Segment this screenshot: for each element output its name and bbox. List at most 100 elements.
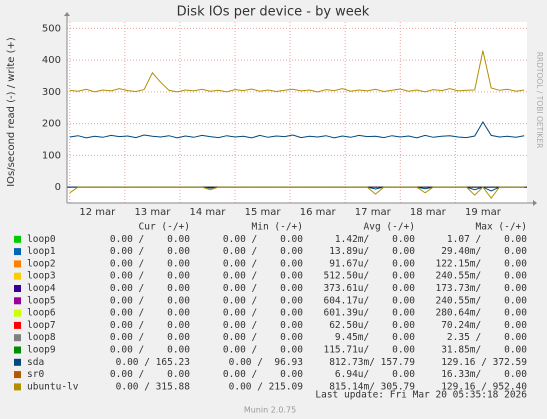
x-tick-label: 13 mar: [134, 207, 171, 218]
legend-name: loop6: [27, 308, 56, 319]
legend-value: 812.73m/ 157.79: [329, 357, 415, 368]
legend-value: 0.00 / 0.00: [223, 308, 303, 319]
legend-value: 280.64m/ 0.00: [435, 308, 527, 319]
legend-value: 0.00 / 215.09: [229, 381, 304, 392]
legend-value: 512.50u/ 0.00: [323, 271, 415, 282]
legend-value: 0.00 / 0.00: [223, 258, 303, 269]
x-tick-label: 14 mar: [190, 207, 227, 218]
legend-value: 0.00 / 0.00: [110, 271, 190, 282]
legend-value: 31.85m/ 0.00: [441, 345, 527, 356]
legend-value: 62.50u/ 0.00: [329, 320, 415, 331]
footer: Munin 2.0.75: [244, 406, 296, 415]
legend-value: 0.00 / 315.88: [116, 381, 191, 392]
legend-value: 9.45m/ 0.00: [335, 332, 415, 343]
legend-name: loop7: [27, 320, 56, 331]
y-tick-label: 200: [42, 119, 61, 130]
legend-swatch: [14, 321, 21, 329]
legend-value: 0.00 / 0.00: [110, 283, 190, 294]
legend-header: Min (-/+): [252, 222, 303, 233]
legend-value: 0.00 / 0.00: [110, 332, 190, 343]
legend-name: loop3: [27, 271, 56, 282]
write-line: [69, 121, 525, 139]
legend-name: loop4: [27, 283, 56, 294]
legend-value: 0.00 / 0.00: [110, 345, 190, 356]
legend-value: 91.67u/ 0.00: [329, 258, 415, 269]
plot-area: [67, 22, 527, 203]
legend-value: 601.39u/ 0.00: [323, 308, 415, 319]
legend-swatch: [14, 285, 21, 292]
y-tick-label: 500: [42, 23, 61, 34]
legend-swatch: [14, 358, 21, 366]
x-tick-label: 17 mar: [355, 207, 392, 218]
x-tick-label: 19 mar: [465, 207, 502, 218]
y-tick-label: 100: [42, 150, 61, 161]
legend-value: 115.71u/ 0.00: [323, 345, 415, 356]
legend-swatch: [14, 334, 21, 342]
x-tick-label: 18 mar: [410, 207, 447, 218]
legend-value: 0.00 / 0.00: [223, 234, 303, 245]
legend-value: 0.00 / 0.00: [223, 369, 303, 380]
legend-value: 0.00 / 0.00: [223, 332, 303, 343]
legend-name: loop9: [27, 345, 56, 356]
read-line: [69, 186, 525, 200]
legend-value: 0.00 / 165.23: [116, 357, 190, 368]
watermark: RRDTOOL / TOBI OETIKER: [535, 52, 544, 149]
legend-name: loop0: [27, 234, 56, 245]
legend-name: loop5: [27, 295, 56, 306]
legend-name: loop8: [27, 332, 56, 343]
legend-value: 0.00 / 0.00: [110, 246, 190, 257]
legend-value: 173.73m/ 0.00: [435, 283, 527, 294]
legend-value: 0.00 / 0.00: [223, 295, 303, 306]
legend-value: 0.00 / 0.00: [223, 283, 303, 294]
legend-swatch: [14, 272, 21, 280]
legend-value: 0.00 / 0.00: [110, 295, 190, 306]
x-tick-label: 15 mar: [245, 207, 282, 218]
legend-value: 240.55m/ 0.00: [435, 295, 527, 306]
legend-value: 0.00 / 0.00: [110, 320, 190, 331]
legend-name: sr0: [27, 369, 44, 380]
legend-value: 129.16 / 372.59: [441, 357, 527, 368]
y-axis-arrow: [64, 12, 70, 16]
legend-value: 0.00 / 0.00: [223, 246, 303, 257]
legend-swatch: [14, 235, 21, 243]
legend-value: 29.40m/ 0.00: [441, 246, 527, 257]
legend-value: 0.00 / 0.00: [223, 271, 303, 282]
legend-name: sda: [27, 357, 44, 368]
legend-value: 122.15m/ 0.00: [435, 258, 527, 269]
legend-value: 2.35 / 0.00: [447, 332, 527, 343]
legend-value: 70.24m/ 0.00: [441, 320, 527, 331]
legend-value: 604.17u/ 0.00: [323, 295, 415, 306]
y-tick-label: 300: [42, 87, 61, 98]
legend-value: 0.00 / 0.00: [223, 320, 303, 331]
legend-swatch: [14, 383, 21, 391]
legend-value: 0.00 / 0.00: [110, 308, 190, 319]
y-tick-label: 400: [42, 55, 61, 66]
write-line: [69, 50, 525, 93]
legend-value: 0.00 / 0.00: [110, 258, 190, 269]
legend-header: Cur (-/+): [139, 222, 190, 233]
legend-swatch: [14, 346, 21, 354]
legend-swatch: [14, 297, 21, 305]
legend-value: 0.00 / 96.93: [229, 357, 303, 368]
legend-value: 815.14m/ 305.79: [329, 381, 415, 392]
chart-title: Disk IOs per device - by week: [177, 5, 370, 20]
legend-swatch: [14, 260, 21, 268]
legend-value: 6.94u/ 0.00: [335, 369, 415, 380]
legend-swatch: [14, 371, 21, 379]
legend-value: 0.00 / 0.00: [223, 345, 303, 356]
y-tick-label: 0: [55, 182, 61, 193]
legend-value: 16.33m/ 0.00: [441, 369, 527, 380]
legend-header: Max (-/+): [476, 222, 527, 233]
legend-value: 240.55m/ 0.00: [435, 271, 527, 282]
x-tick-label: 12 mar: [79, 207, 116, 218]
legend-value: 373.61u/ 0.00: [323, 283, 415, 294]
legend-value: 1.42m/ 0.00: [335, 234, 415, 245]
x-axis-arrow: [533, 200, 537, 206]
legend-header: Avg (-/+): [364, 222, 415, 233]
legend-name: loop1: [27, 246, 56, 257]
legend-name: ubuntu-lv: [27, 381, 79, 392]
legend-value: 0.00 / 0.00: [110, 234, 190, 245]
legend-name: loop2: [27, 258, 56, 269]
x-tick-label: 16 mar: [300, 207, 337, 218]
